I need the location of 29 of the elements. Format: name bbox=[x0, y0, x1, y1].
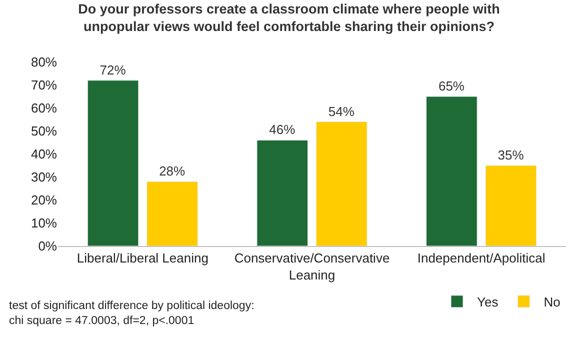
data-label: 54% bbox=[328, 104, 355, 119]
legend-label: No bbox=[544, 294, 560, 310]
data-label: 65% bbox=[438, 78, 465, 94]
y-tick-label: 40% bbox=[30, 146, 58, 162]
y-tick-label: 70% bbox=[30, 78, 58, 93]
text: test of significant difference by political ideology: bbox=[9, 300, 254, 312]
bar bbox=[146, 181, 198, 246]
y-tick-label: 30% bbox=[30, 170, 58, 185]
y-tick-label: 20% bbox=[30, 192, 58, 208]
x-tick-label: Conservative/Conservative Leaning bbox=[234, 250, 390, 282]
data-label: 28% bbox=[159, 164, 186, 179]
bar bbox=[316, 122, 368, 246]
y-tick-label: 80% bbox=[30, 54, 58, 70]
bar bbox=[256, 140, 308, 246]
legend-label: Yes bbox=[477, 294, 499, 310]
data-label: 72% bbox=[100, 62, 126, 78]
x-tick-label: Liberal/Liberal Leaning bbox=[76, 250, 208, 266]
y-tick-label: 50% bbox=[30, 124, 58, 139]
data-label: 46% bbox=[269, 122, 296, 138]
chart-title: Do your professors create a classroom climate where people with unpopular views would feel comfortable sharing their opinions? bbox=[78, 2, 500, 34]
y-tick-label: 0% bbox=[38, 238, 58, 254]
x-tick-label: Independent/Apolitical bbox=[417, 250, 546, 266]
text: chi square = 47.0003, df=2, p<.0001 bbox=[9, 315, 194, 327]
bar bbox=[87, 80, 139, 246]
y-tick-label: 10% bbox=[30, 216, 58, 231]
data-label: 35% bbox=[498, 148, 524, 162]
y-tick-label: 60% bbox=[30, 100, 58, 116]
bar bbox=[426, 96, 478, 246]
bar bbox=[485, 165, 537, 246]
